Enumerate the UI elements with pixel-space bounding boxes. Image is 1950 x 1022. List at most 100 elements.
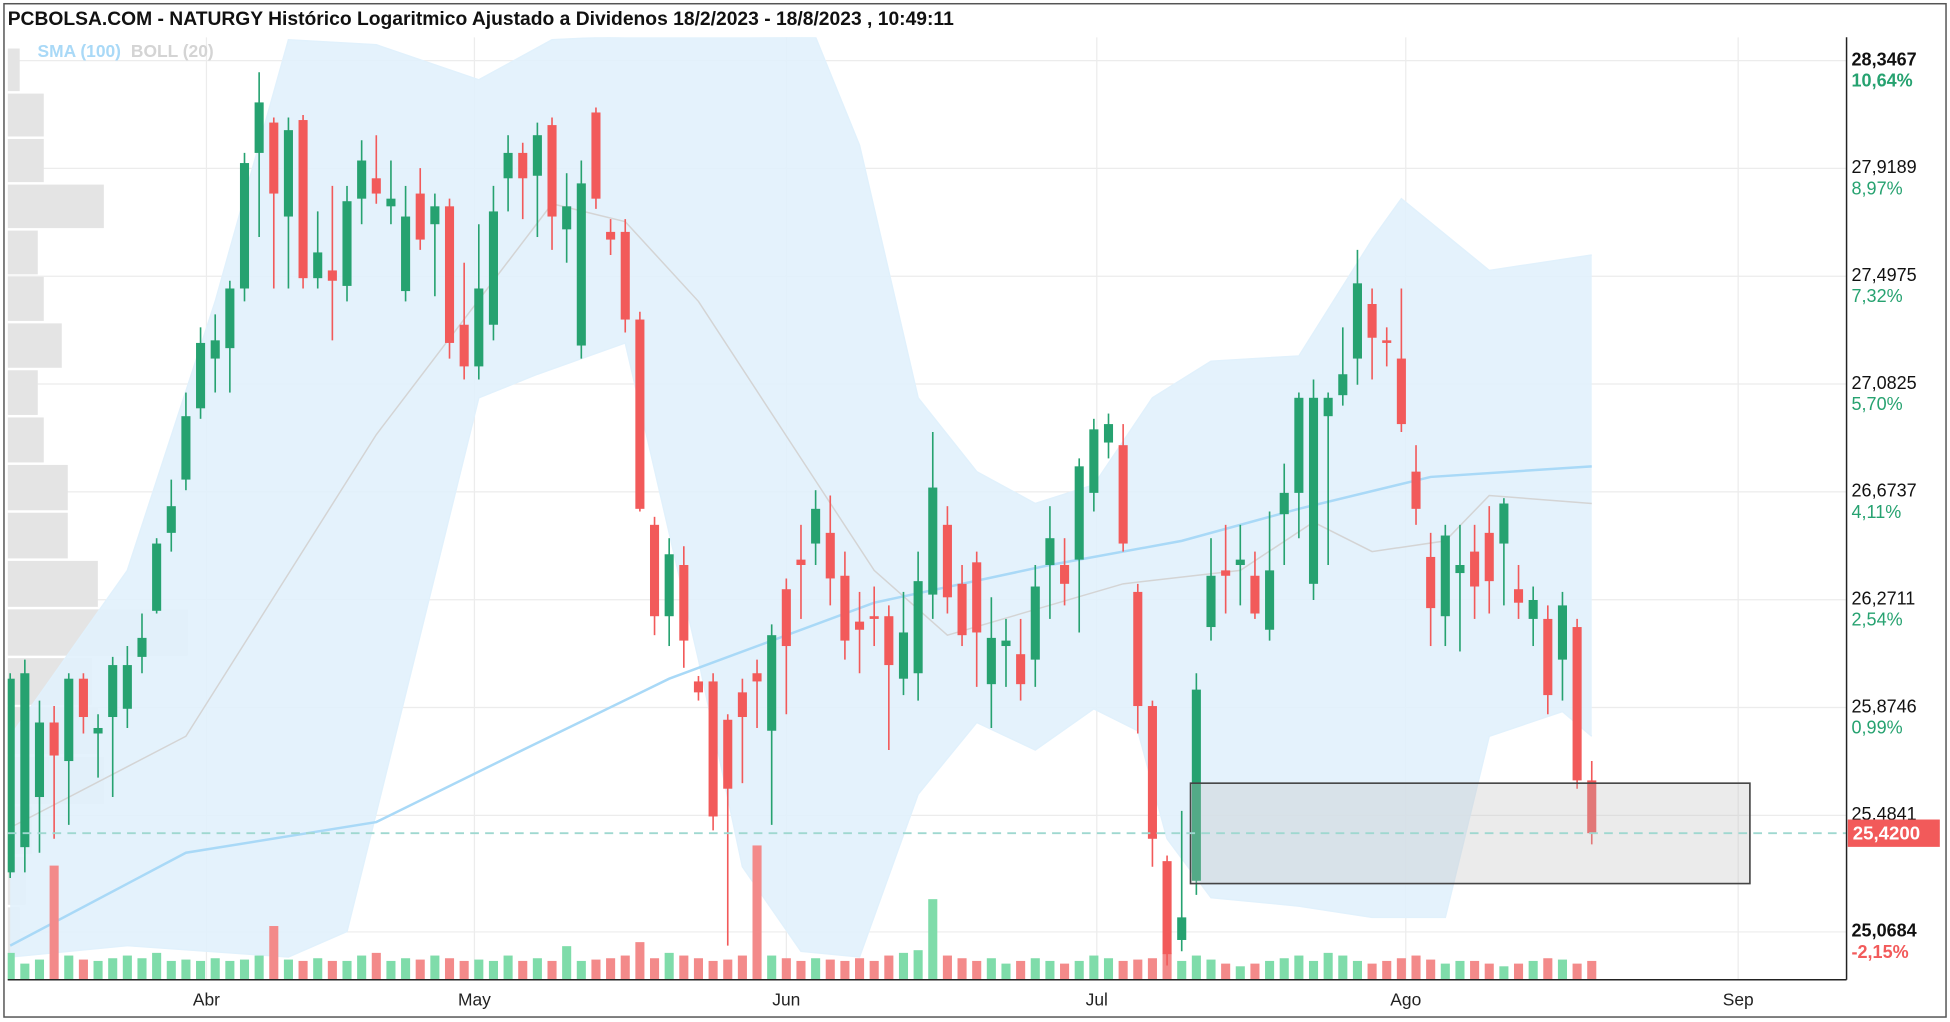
candle-body xyxy=(620,231,630,320)
volume-bar xyxy=(1118,960,1128,980)
y-tick-label: 25,8746 xyxy=(1852,696,1917,716)
candle-body xyxy=(1396,358,1406,425)
candle-body xyxy=(357,160,367,199)
volume-bar xyxy=(1045,960,1055,980)
candle-body xyxy=(313,252,323,279)
volume-bar xyxy=(1513,963,1524,980)
candle-body xyxy=(430,206,440,225)
candle-body xyxy=(928,487,938,595)
y-tick-percent: 0,99% xyxy=(1852,717,1903,737)
y-tick-label: 27,9189 xyxy=(1852,157,1917,177)
candle-body xyxy=(679,565,689,641)
volume-bar xyxy=(576,960,586,980)
y-tick-label: 27,4975 xyxy=(1852,265,1917,285)
candle-body xyxy=(913,581,923,674)
candle-body xyxy=(1308,397,1319,584)
candle-body xyxy=(898,632,909,679)
volume-bar xyxy=(957,958,967,980)
volume-bar xyxy=(503,955,513,980)
last-price-label: 25,4200 xyxy=(1853,822,1920,843)
candle-body xyxy=(1323,397,1333,417)
candle-body xyxy=(254,102,264,153)
volume-bar xyxy=(1367,963,1377,980)
volume-bar xyxy=(474,959,484,980)
volume-bar xyxy=(1235,966,1245,980)
x-tick-label: Jun xyxy=(772,989,800,1009)
candle-body xyxy=(34,722,45,798)
bollinger-lower xyxy=(10,341,1593,958)
candle-body xyxy=(606,231,616,240)
y-tick-label: 25,0684 xyxy=(1852,921,1917,941)
candle-body xyxy=(1557,605,1568,660)
candle-body xyxy=(1206,575,1216,628)
candle-body xyxy=(1338,374,1348,396)
candle-body xyxy=(986,637,996,685)
candle-body xyxy=(1016,654,1026,685)
candle-body xyxy=(1162,861,1172,955)
volume-bar xyxy=(606,958,616,980)
volume-bar xyxy=(1147,958,1157,980)
candle-body xyxy=(1279,492,1289,515)
candle-body xyxy=(562,206,572,230)
volume-bar xyxy=(225,960,235,980)
candle-body xyxy=(386,198,396,207)
candle-body xyxy=(767,635,777,731)
volume-profile-bar xyxy=(7,276,44,321)
candle-body xyxy=(1382,340,1392,343)
volume-bar xyxy=(1265,960,1275,980)
volume-bar xyxy=(1221,963,1231,980)
volume-profile-bar xyxy=(7,464,68,511)
volume-bar xyxy=(1338,955,1348,980)
candle-body xyxy=(1352,283,1362,359)
volume-bar xyxy=(152,952,162,980)
y-tick-percent: 10,64% xyxy=(1852,70,1913,90)
volume-bar xyxy=(1074,960,1084,980)
volume-bar xyxy=(1352,960,1362,980)
volume-bar xyxy=(986,958,996,980)
candle-body xyxy=(708,681,718,817)
volume-bar xyxy=(401,958,411,980)
x-tick-label: Sep xyxy=(1723,989,1754,1009)
volume-profile-bar xyxy=(7,323,62,368)
volume-bar xyxy=(518,960,528,980)
bollinger-upper xyxy=(9,37,1592,737)
volume-bar xyxy=(532,958,542,980)
candle-body xyxy=(64,678,74,762)
candle-body xyxy=(137,637,147,657)
volume-bar xyxy=(269,926,279,980)
candle-body xyxy=(1587,780,1597,834)
candle-body xyxy=(1089,429,1099,493)
volume-bar xyxy=(1016,960,1026,980)
volume-bar xyxy=(166,960,176,980)
candle-body xyxy=(7,678,15,873)
volume-bar xyxy=(1308,960,1319,980)
candle-body xyxy=(78,678,88,718)
candle-body xyxy=(152,543,162,611)
volume-bar xyxy=(444,958,455,980)
volume-bar xyxy=(1323,952,1333,980)
candle-body xyxy=(1118,445,1128,544)
candle-body xyxy=(283,130,293,217)
volume-profile-bar xyxy=(7,417,44,463)
volume-bar xyxy=(840,960,850,980)
candle-body xyxy=(1294,397,1304,493)
candle-body xyxy=(196,342,206,409)
volume-bar xyxy=(254,955,264,980)
candle-body xyxy=(20,673,30,848)
volume-bar xyxy=(1557,959,1568,980)
candle-body xyxy=(796,559,806,566)
candle-body xyxy=(1528,600,1538,619)
candle-body xyxy=(239,163,250,289)
volume-bar xyxy=(1162,952,1172,980)
candle-body xyxy=(1484,532,1494,582)
legend-boll: BOLL (20) xyxy=(131,41,214,61)
candle-body xyxy=(1426,556,1436,609)
volume-bar xyxy=(488,960,498,980)
candle-body xyxy=(1133,591,1143,707)
volume-bar xyxy=(1396,958,1406,980)
candle-body xyxy=(869,616,879,619)
volume-bar xyxy=(93,960,103,980)
volume-bar xyxy=(1484,963,1494,980)
